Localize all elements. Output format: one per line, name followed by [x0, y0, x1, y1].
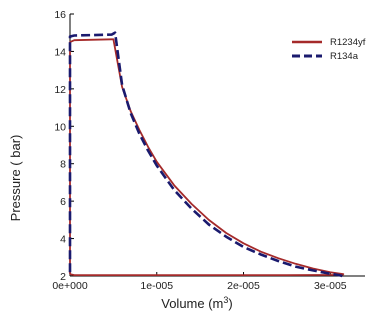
x-tick-label: 3e-005: [314, 280, 347, 292]
y-tick-label: 12: [54, 84, 66, 96]
series-line-r134a: [68, 31, 343, 278]
axes: [69, 13, 365, 277]
y-tick-label: 4: [60, 234, 66, 246]
y-axis-label: Pressure ( bar): [8, 135, 23, 222]
x-axis-label-close: ): [228, 296, 232, 311]
x-axis-label: Volume (m3): [161, 295, 233, 311]
y-tick-label: 14: [54, 46, 66, 58]
x-axis-label-superscript: 3: [223, 295, 228, 305]
x-tick-label: 1e-005: [140, 280, 173, 292]
x-tick-label: 2e-005: [227, 280, 260, 292]
series-line-r1234yf: [69, 38, 345, 277]
y-tick-label: 16: [54, 9, 66, 21]
legend-label-r1234yf: R1234yf: [330, 37, 366, 48]
tick-labels: 2 4 6 8 10 12 14 16 0e+000 1e-005 2e-005 3e-005: [52, 9, 346, 292]
x-tick-label: 0e+000: [52, 280, 87, 292]
y-tick-label: 10: [54, 121, 66, 133]
legend: R1234yf R134a: [292, 37, 366, 62]
y-tick-label: 8: [60, 159, 66, 171]
x-axis-label-text: Volume (m: [161, 296, 223, 311]
series-layer: [68, 31, 345, 278]
y-tick-label: 6: [60, 196, 66, 208]
legend-label-r134a: R134a: [330, 51, 359, 62]
y-tick-label: 2: [60, 271, 66, 283]
